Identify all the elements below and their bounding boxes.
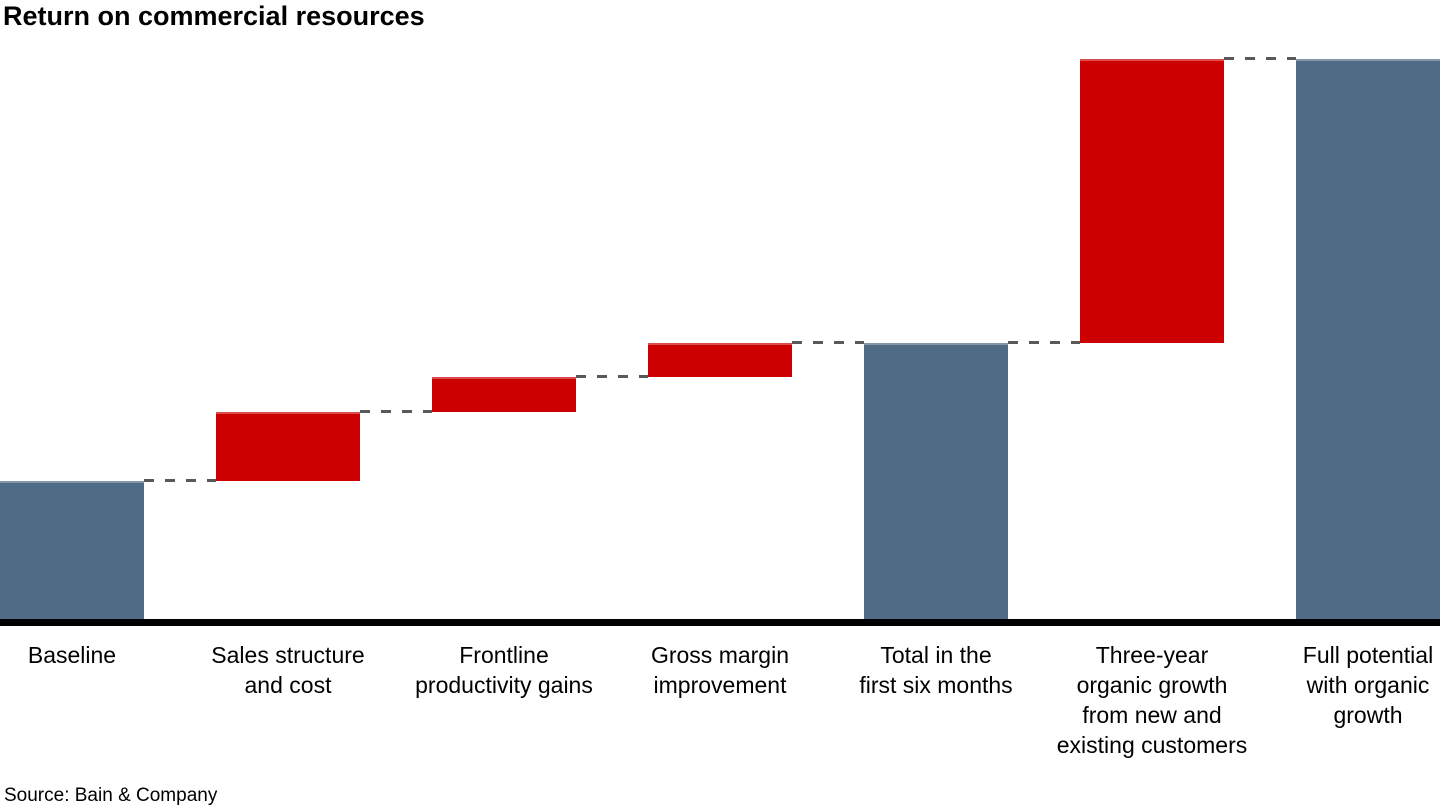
bar-gross-margin-improvement	[648, 342, 792, 378]
x-axis-line	[0, 619, 1440, 626]
x-label-three-year-organic-growth-from-new-and-existing-customers: Three-year organic growth from new and e…	[1056, 642, 1248, 758]
chart-title: Return on commercial resources	[3, 1, 425, 31]
connector-level-3	[576, 375, 648, 378]
connector-level-4	[792, 340, 864, 344]
x-label-total-in-the-first-six-months: Total in the first six months	[859, 642, 1013, 698]
x-label-sales-structure-and-cost: Sales structure and cost	[211, 642, 365, 698]
connector-level-5	[1008, 340, 1080, 344]
connector-level-2	[360, 409, 432, 413]
bar-three-year-organic-growth-from-new-and-existing-customers	[1080, 59, 1224, 343]
x-label-baseline: Baseline	[27, 642, 117, 668]
bar-full-potential-with-organic-growth	[1296, 59, 1440, 619]
bar-frontline-productivity-gains	[432, 377, 576, 412]
bar-total-in-the-first-six-months	[864, 342, 1008, 619]
connector-level-6	[1224, 57, 1296, 60]
source-note: Source: Bain & Company	[4, 785, 218, 806]
bar-sales-structure-and-cost	[216, 411, 360, 481]
connector-level-1	[144, 478, 216, 482]
bar-baseline	[0, 480, 144, 619]
x-label-frontline-productivity-gains: Frontline productivity gains	[415, 642, 593, 698]
x-label-full-potential-with-organic-growth: Full potential with organic growth	[1302, 642, 1434, 728]
x-label-gross-margin-improvement: Gross margin improvement	[650, 642, 790, 698]
